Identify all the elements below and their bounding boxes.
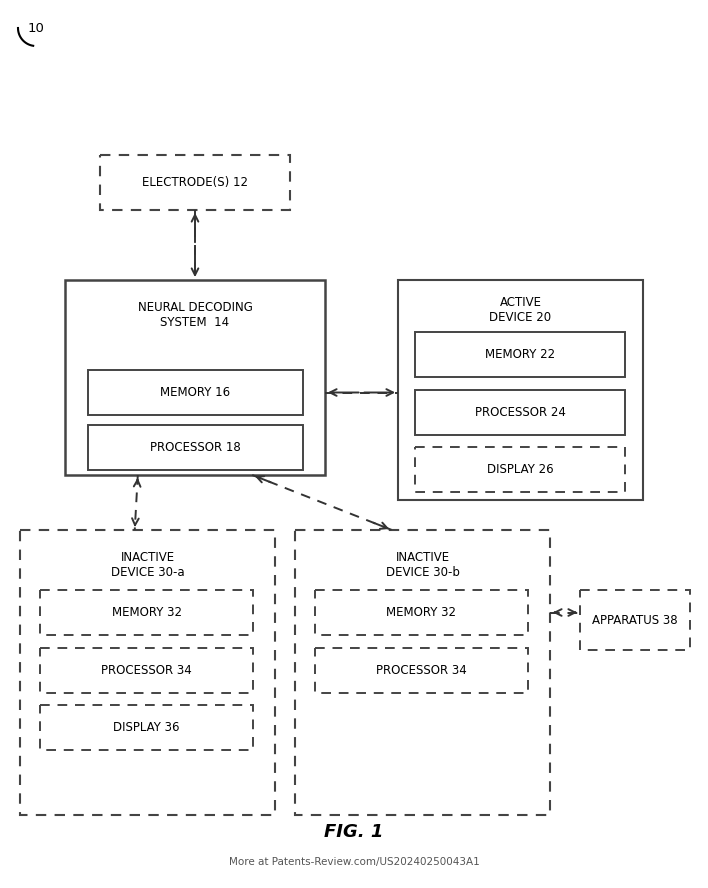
Text: MEMORY 22: MEMORY 22 bbox=[485, 348, 555, 361]
Text: DISPLAY 36: DISPLAY 36 bbox=[113, 721, 180, 734]
Text: ELECTRODE(S) 12: ELECTRODE(S) 12 bbox=[142, 176, 248, 189]
Text: INACTIVE
DEVICE 30-a: INACTIVE DEVICE 30-a bbox=[110, 551, 184, 579]
FancyBboxPatch shape bbox=[100, 155, 290, 210]
FancyBboxPatch shape bbox=[315, 590, 528, 635]
Text: ACTIVE
DEVICE 20: ACTIVE DEVICE 20 bbox=[489, 296, 552, 324]
FancyBboxPatch shape bbox=[40, 705, 253, 750]
Text: PROCESSOR 34: PROCESSOR 34 bbox=[376, 664, 467, 677]
Text: MEMORY 32: MEMORY 32 bbox=[111, 606, 181, 619]
FancyBboxPatch shape bbox=[20, 530, 275, 815]
FancyBboxPatch shape bbox=[88, 425, 303, 470]
Text: APPARATUS 38: APPARATUS 38 bbox=[592, 614, 678, 627]
FancyBboxPatch shape bbox=[88, 370, 303, 415]
Text: PROCESSOR 18: PROCESSOR 18 bbox=[150, 441, 241, 454]
FancyBboxPatch shape bbox=[40, 590, 253, 635]
FancyBboxPatch shape bbox=[415, 390, 625, 435]
FancyBboxPatch shape bbox=[295, 530, 550, 815]
Text: PROCESSOR 34: PROCESSOR 34 bbox=[101, 664, 192, 677]
Text: PROCESSOR 24: PROCESSOR 24 bbox=[474, 406, 566, 419]
FancyBboxPatch shape bbox=[65, 280, 325, 475]
FancyBboxPatch shape bbox=[415, 332, 625, 377]
FancyBboxPatch shape bbox=[315, 648, 528, 693]
Text: MEMORY 32: MEMORY 32 bbox=[387, 606, 457, 619]
FancyBboxPatch shape bbox=[40, 648, 253, 693]
Text: DISPLAY 26: DISPLAY 26 bbox=[486, 463, 554, 476]
FancyBboxPatch shape bbox=[398, 280, 643, 500]
Text: MEMORY 16: MEMORY 16 bbox=[161, 386, 231, 399]
FancyBboxPatch shape bbox=[580, 590, 690, 650]
Text: INACTIVE
DEVICE 30-b: INACTIVE DEVICE 30-b bbox=[386, 551, 459, 579]
Text: More at Patents-Review.com/US20240250043A1: More at Patents-Review.com/US20240250043… bbox=[229, 857, 479, 867]
Text: 10: 10 bbox=[28, 22, 45, 35]
Text: NEURAL DECODING
SYSTEM  14: NEURAL DECODING SYSTEM 14 bbox=[137, 301, 253, 329]
FancyBboxPatch shape bbox=[415, 447, 625, 492]
Text: FIG. 1: FIG. 1 bbox=[324, 823, 384, 841]
